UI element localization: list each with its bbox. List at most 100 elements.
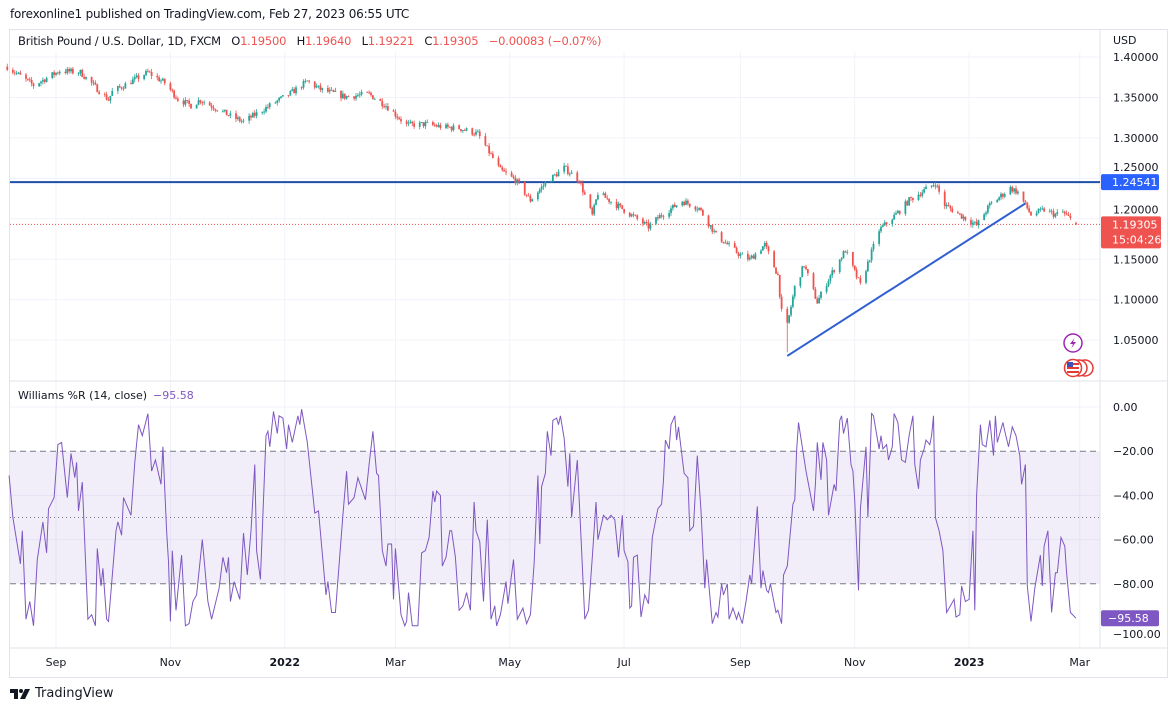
candle-body [484, 136, 487, 146]
candle-body [786, 308, 789, 323]
williams-r-axis[interactable]: 0.00 −20.00 −40.00 −60.00 −80.00 −100.00 [1113, 401, 1161, 641]
high-label: H [296, 34, 306, 48]
candle-body [833, 270, 836, 273]
candle [1013, 188, 1016, 195]
candle [988, 201, 991, 209]
symbol-legend[interactable]: British Pound / U.S. Dollar, 1D, FXCM O1… [18, 34, 601, 48]
candle [617, 201, 620, 211]
price-tick: 1.25000 [1113, 161, 1159, 174]
candle-body [893, 214, 896, 220]
candle [280, 96, 282, 99]
candle [120, 86, 123, 91]
candle [589, 193, 592, 210]
candle-body [773, 251, 776, 268]
candle-body [846, 251, 849, 253]
candle [880, 225, 882, 234]
candle [964, 216, 967, 222]
candle [212, 104, 215, 111]
candle-body [606, 197, 609, 199]
candle [289, 90, 292, 96]
candle [917, 191, 920, 201]
time-tick: 2022 [269, 656, 300, 669]
candle [225, 109, 228, 116]
symbol-title: British Pound / U.S. Dollar, 1D, FXCM [18, 34, 221, 48]
candle-body [240, 120, 243, 122]
published-caption: forexonline1 published on TradingView.co… [10, 7, 410, 21]
candle [13, 70, 16, 76]
candle [576, 170, 579, 184]
candle-body [662, 216, 665, 218]
candle [698, 207, 701, 211]
candle [739, 252, 742, 259]
candle [85, 76, 87, 81]
candle-body [593, 204, 596, 215]
candle-body [184, 100, 187, 105]
time-axis[interactable]: Sep Nov 2022 Mar May Jul Sep Nov 2023 Ma… [46, 656, 1091, 669]
candle [186, 99, 189, 104]
price-tick: 1.40000 [1113, 51, 1159, 64]
candle-body [319, 85, 322, 90]
candle [236, 115, 239, 121]
candle [135, 73, 138, 79]
candle-body [964, 216, 967, 221]
candle-body [643, 222, 646, 224]
candle [596, 192, 599, 201]
candle [806, 268, 809, 276]
williams-r-line [8, 409, 1077, 628]
candle [885, 221, 888, 227]
candle [431, 120, 434, 127]
candle-body [107, 99, 110, 101]
candle [188, 98, 191, 107]
candle-body [30, 79, 33, 84]
candle [750, 254, 753, 260]
candle-body [368, 92, 371, 94]
time-tick: Sep [730, 656, 751, 669]
candle [895, 210, 897, 215]
candle-body [947, 204, 950, 207]
wr-tick: −80.00 [1113, 578, 1154, 591]
candle [265, 104, 267, 114]
candle [379, 98, 382, 102]
candle [581, 180, 584, 196]
candle [563, 162, 566, 175]
candle-body [681, 201, 684, 206]
candle-body [842, 251, 845, 259]
candle-body [1030, 211, 1032, 216]
footer-brand[interactable]: TradingView [10, 686, 114, 701]
williams-r-legend[interactable]: Williams %R (14, close) −95.58 [18, 389, 194, 402]
candle-body [660, 215, 663, 217]
candle-body [1003, 194, 1006, 197]
candle [55, 72, 57, 77]
candle [741, 251, 744, 255]
candle [437, 122, 440, 128]
candle-body [176, 98, 179, 101]
candle [426, 119, 429, 123]
candle-body [208, 102, 211, 106]
candle-body [752, 255, 755, 259]
candle [56, 71, 59, 75]
candle-body [844, 251, 847, 253]
candle [221, 109, 224, 113]
candle-body [490, 153, 492, 155]
candle-body [251, 112, 254, 118]
candle-body [400, 119, 402, 122]
candle-body [446, 124, 449, 127]
candle-body [805, 266, 807, 270]
candle [761, 245, 764, 251]
candle [445, 122, 447, 130]
trendline[interactable] [786, 202, 1026, 357]
candle-body [938, 185, 941, 192]
candle [715, 230, 717, 233]
candle [19, 70, 22, 75]
lightning-icon[interactable] [1063, 333, 1083, 353]
candle [518, 177, 521, 185]
candle [801, 265, 804, 278]
candle [615, 198, 618, 211]
candle [163, 78, 166, 86]
candle-body [58, 71, 61, 74]
candle-body [212, 107, 215, 110]
candle-body [473, 134, 476, 136]
us-flag-events-icon[interactable] [1063, 358, 1094, 378]
price-axis[interactable]: 1.40000 1.35000 1.30000 1.25000 1.20000 … [1113, 51, 1159, 347]
